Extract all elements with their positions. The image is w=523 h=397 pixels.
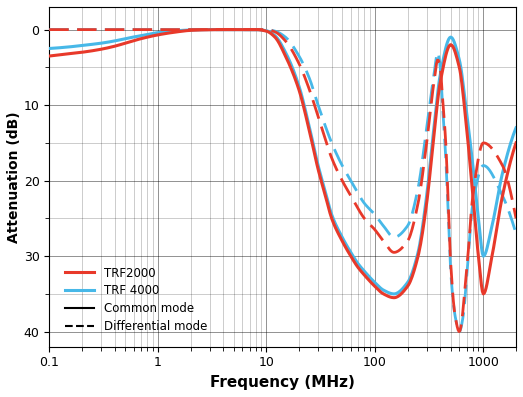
Y-axis label: Attenuation (dB): Attenuation (dB) [7,111,21,243]
X-axis label: Frequency (MHz): Frequency (MHz) [210,375,355,390]
Legend: TRF2000, TRF 4000, Common mode, Differential mode: TRF2000, TRF 4000, Common mode, Differen… [60,262,212,337]
